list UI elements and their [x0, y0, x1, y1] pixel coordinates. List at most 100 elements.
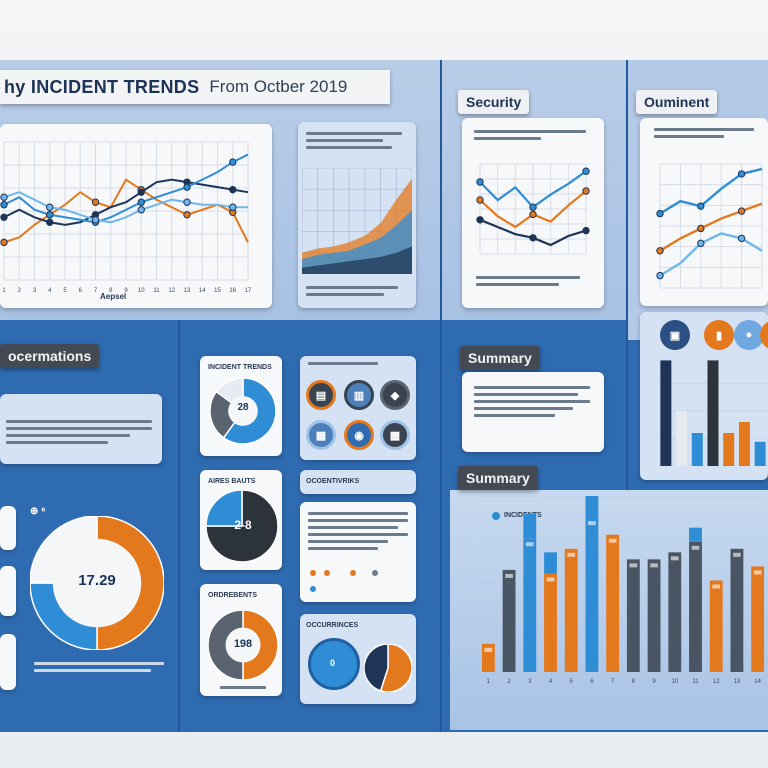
data-point	[737, 234, 746, 243]
x-tick-label: 2	[507, 679, 511, 685]
data-point	[137, 206, 145, 214]
bar	[751, 566, 765, 672]
donut-chart-main	[30, 516, 164, 650]
security-text	[474, 130, 586, 144]
data-point	[737, 207, 746, 215]
incident-trends-chart: 1 2 3 4 5 6 7 8 9 10 11 12 13 14 15 16 17	[0, 141, 252, 294]
x-tick-label: 6	[79, 288, 83, 294]
monitor-icon: ▦	[306, 420, 336, 450]
pie-chart-incidents	[210, 378, 276, 444]
summary-tag: Summary	[460, 346, 540, 370]
donut-caption	[34, 662, 164, 676]
bar-tag	[691, 545, 700, 550]
bar-tag	[629, 563, 638, 568]
donut-hole	[52, 538, 142, 628]
occurrinces-label: OCCURRINCES	[306, 622, 359, 629]
bar-tag	[670, 556, 679, 561]
series-line-orange	[3, 178, 249, 244]
bar-tag	[733, 552, 741, 557]
legend-incidents: INCIDENTS	[504, 512, 542, 519]
side-card	[0, 634, 16, 690]
data-point	[529, 234, 537, 242]
occurrence-circle-mark: 0	[330, 658, 336, 668]
column-divider	[626, 60, 628, 490]
data-point	[697, 224, 705, 233]
x-tick-label: 5	[570, 679, 574, 685]
side-card	[0, 506, 16, 550]
briefcase-icon: ▣	[660, 320, 690, 350]
x-tick-label: 7	[611, 679, 615, 685]
x-tick-label: 14	[199, 288, 206, 294]
series-line-blue	[3, 153, 249, 224]
pie-chart-ordrebents	[208, 610, 278, 680]
bar-stack	[523, 513, 537, 539]
pie-chart-occurrences	[364, 644, 412, 692]
security-chart	[476, 163, 590, 255]
text-card-body	[308, 512, 408, 554]
main-x-axis-label: Aepsel	[100, 292, 127, 301]
x-tick-label: 12	[168, 288, 175, 294]
x-tick-label: 5	[63, 288, 67, 294]
bar	[668, 552, 682, 672]
legend-dot	[324, 570, 330, 576]
bar-tag	[546, 577, 555, 582]
ouminent-tag: Ouminent	[636, 90, 718, 114]
area-panel-footer	[306, 286, 398, 300]
pie-slice-navy	[364, 644, 389, 692]
bar-stack	[689, 527, 702, 542]
area-series-navy	[302, 246, 412, 274]
bar	[689, 541, 702, 672]
area-chart	[302, 168, 412, 274]
data-point	[529, 203, 537, 211]
bar	[709, 580, 723, 672]
series-line-light_blue	[659, 232, 763, 277]
bar	[585, 517, 599, 672]
bar-stack	[544, 552, 557, 574]
bar-tag	[608, 538, 617, 543]
summary-bar-chart: 1 2 3 4 5 6 7 8 9 10 11 12 13 14	[478, 496, 768, 685]
lock-icon: ▩	[380, 420, 410, 450]
pie1-center-value: 28	[237, 402, 249, 413]
bar-tag	[650, 563, 658, 568]
server-icon: ▤	[306, 380, 336, 410]
pie2-center-value: 2-8	[234, 518, 252, 532]
title-main: hy INCIDENT TRENDS	[4, 76, 200, 97]
data-point	[0, 238, 8, 247]
data-point	[0, 193, 8, 201]
data-point	[656, 271, 664, 280]
ocoentivriks-bar	[300, 470, 416, 494]
icon-grid-title	[308, 362, 378, 369]
x-tick-label: 13	[734, 679, 741, 685]
data-point	[229, 185, 237, 194]
camera-icon: ◉	[344, 420, 374, 450]
donut-center-value: 17.29	[78, 572, 116, 589]
legend-dot	[350, 570, 356, 576]
data-point	[737, 170, 746, 178]
x-tick-label: 16	[229, 288, 236, 294]
column-divider	[440, 60, 442, 732]
side-icon-mark: ⊕ ⁶	[30, 506, 46, 517]
data-point	[183, 183, 191, 191]
bar	[730, 548, 744, 672]
bar	[691, 433, 703, 466]
x-tick-label: 15	[214, 288, 221, 294]
bar-tag	[484, 647, 493, 652]
bar	[564, 548, 578, 672]
x-tick-label: 1	[487, 679, 491, 685]
x-tick-label: 4	[549, 679, 553, 685]
series-line-light_blue	[3, 191, 248, 224]
x-tick-label: 9	[652, 679, 656, 685]
data-point	[137, 188, 145, 196]
donut-hole	[228, 396, 258, 426]
x-tick-label: 14	[754, 679, 761, 685]
ocoentivriks-label: OCOENTIVRIKS	[306, 478, 360, 485]
x-tick-label: 8	[632, 679, 636, 685]
right-bar-chart	[658, 356, 768, 466]
ordrebents-label: ORDREBENTS	[208, 592, 258, 599]
x-tick-label: 2	[18, 288, 22, 294]
x-tick-label: 11	[692, 679, 699, 685]
observations-tag: ocermations	[0, 344, 100, 368]
page-title: hy INCIDENT TRENDS From Octber 2019	[0, 70, 390, 104]
data-point	[91, 198, 100, 206]
bar-tag	[753, 570, 762, 575]
